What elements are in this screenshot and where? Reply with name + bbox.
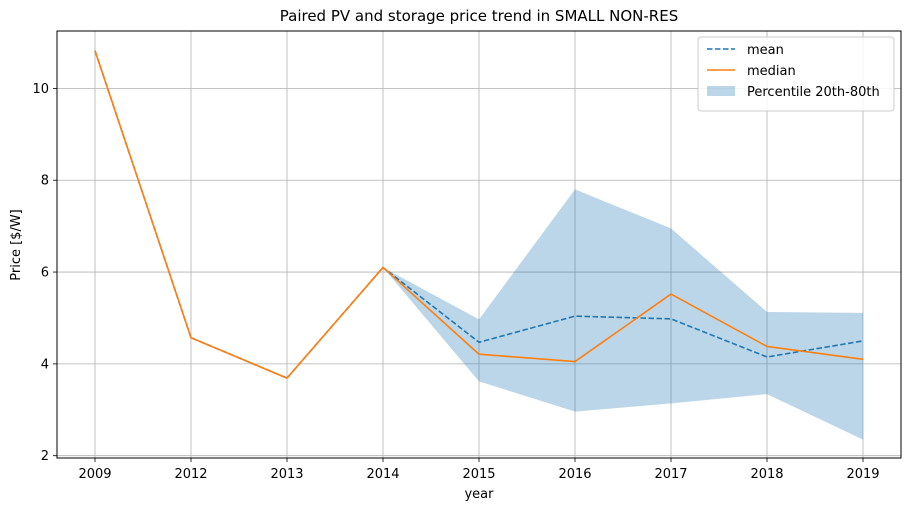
series-lines	[94, 50, 864, 379]
x-tick-label-2015: 2015	[462, 467, 495, 482]
y-axis-ticks: 2 4 6 8 10	[32, 82, 57, 464]
legend-mean-label: mean	[747, 43, 784, 58]
y-tick-label-10: 10	[32, 82, 49, 97]
y-tick-label-6: 6	[41, 266, 49, 281]
x-tick-label-2014: 2014	[366, 467, 399, 482]
series-line-median	[94, 50, 864, 379]
x-tick-label-2009: 2009	[78, 467, 111, 482]
percentile-band-area	[95, 50, 863, 440]
y-axis-label: Price [$/W]	[9, 209, 24, 281]
x-axis-ticks: 2009 2012 2013 2014 2015 2016 2017 2018 2019	[78, 458, 880, 482]
legend-band-label: Percentile 20th-80th	[747, 85, 880, 100]
x-tick-label-2017: 2017	[654, 467, 687, 482]
legend-box	[697, 36, 895, 112]
x-tick-label-2019: 2019	[846, 467, 879, 482]
x-tick-label-2018: 2018	[750, 467, 783, 482]
chart-title: Paired PV and storage price trend in SMA…	[280, 7, 678, 25]
y-tick-label-2: 2	[41, 449, 49, 464]
x-axis-label: year	[464, 487, 494, 502]
legend-median-label: median	[747, 64, 796, 79]
percentile-band	[95, 50, 863, 440]
legend: mean median Percentile 20th-80th	[697, 36, 895, 112]
y-tick-label-8: 8	[41, 174, 49, 189]
x-tick-label-2016: 2016	[558, 467, 591, 482]
y-tick-label-4: 4	[41, 357, 49, 372]
x-tick-label-2012: 2012	[174, 467, 207, 482]
legend-band-swatch	[707, 86, 735, 96]
x-tick-label-2013: 2013	[270, 467, 303, 482]
